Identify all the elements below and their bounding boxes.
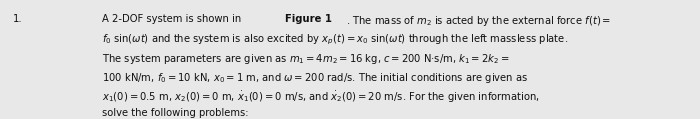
Text: . The mass of $m_2$ is acted by the external force $f(t) =$: . The mass of $m_2$ is acted by the exte… — [346, 14, 611, 28]
Text: 1.: 1. — [13, 14, 22, 24]
Text: The system parameters are given as $m_1 = 4m_2 = 16$ kg, $c = 200$ N·s/m, $k_1 =: The system parameters are given as $m_1 … — [102, 52, 509, 66]
Text: Figure 1: Figure 1 — [285, 14, 332, 24]
Text: $f_0$ sin($\omega t$) and the system is also excited by $x_p(t) = x_0$ sin($\ome: $f_0$ sin($\omega t$) and the system is … — [102, 33, 568, 47]
Text: 100 kN/m, $f_0 = 10$ kN, $x_0 = 1$ m, and $\omega = 200$ rad/s. The initial cond: 100 kN/m, $f_0 = 10$ kN, $x_0 = 1$ m, an… — [102, 71, 528, 85]
Text: A 2-DOF system is shown in: A 2-DOF system is shown in — [102, 14, 244, 24]
Text: solve the following problems:: solve the following problems: — [102, 108, 248, 118]
Text: $x_1(0) = 0.5$ m, $x_2(0) = 0$ m, $\dot{x}_1(0) = 0$ m/s, and $\dot{x}_2(0) = 20: $x_1(0) = 0.5$ m, $x_2(0) = 0$ m, $\dot{… — [102, 89, 540, 105]
